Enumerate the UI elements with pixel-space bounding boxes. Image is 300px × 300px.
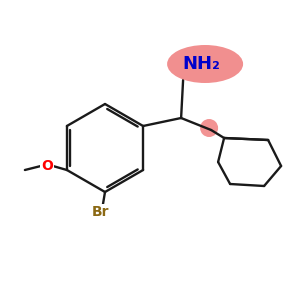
- Ellipse shape: [167, 45, 243, 83]
- Text: O: O: [41, 159, 53, 173]
- Circle shape: [200, 119, 218, 137]
- Text: Br: Br: [92, 205, 110, 219]
- Text: NH₂: NH₂: [182, 55, 220, 73]
